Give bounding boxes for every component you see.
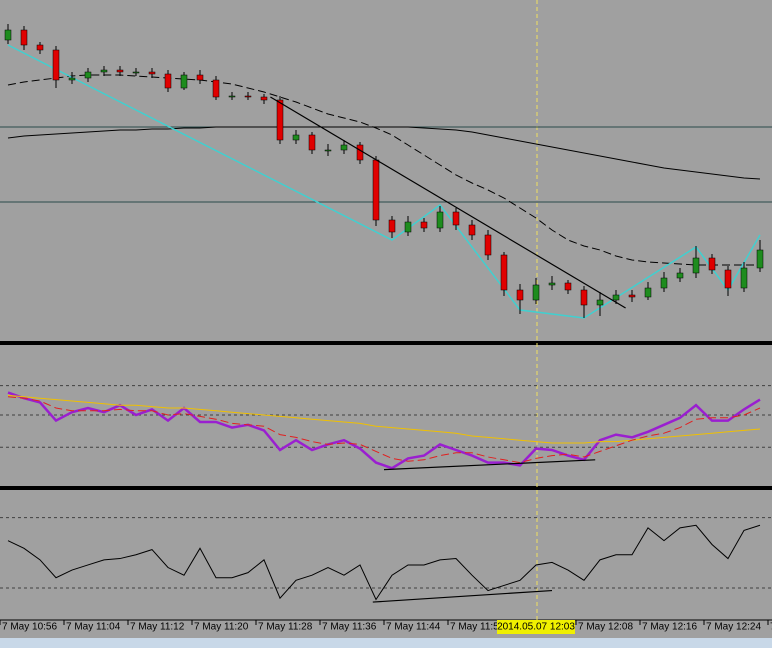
candle-body	[500, 254, 508, 291]
x-tick-label: 7 May 11:28	[258, 622, 313, 633]
x-tick-label: 7 May 11:12	[130, 622, 185, 633]
x-tick-label: 7 May 11:44	[386, 622, 441, 633]
candle-body	[548, 282, 556, 286]
indicator-line	[7, 44, 761, 319]
candle-body	[228, 95, 236, 98]
candle-body	[532, 284, 540, 301]
candle-body	[660, 277, 668, 289]
candle-body	[692, 257, 700, 274]
candle-body	[68, 77, 76, 81]
candle-body	[340, 144, 348, 151]
candle-body	[740, 267, 748, 289]
separator	[0, 341, 772, 345]
candle-body	[164, 73, 172, 89]
indicator-line	[7, 74, 760, 266]
candle-body	[100, 69, 108, 73]
candle-body	[180, 74, 188, 89]
status-strip	[0, 638, 772, 648]
candle-body	[484, 234, 492, 256]
candle-body	[308, 134, 316, 151]
candle-body	[452, 211, 460, 226]
candle-body	[132, 71, 140, 74]
indicator-line	[270, 96, 626, 309]
candle-body	[372, 159, 380, 221]
candle-body	[276, 99, 284, 141]
candle-body	[356, 144, 364, 161]
x-tick-label: 7 May 12:16	[642, 622, 697, 633]
x-tick-label: 7	[770, 622, 772, 633]
x-tick-label: 7 May 11:20	[194, 622, 249, 633]
indicator-line	[7, 126, 761, 180]
candle-body	[628, 294, 636, 298]
candle-body	[196, 74, 204, 81]
candle-body	[404, 221, 412, 233]
candle-body	[84, 71, 92, 79]
x-tick-label: 7 May 11:5	[450, 622, 499, 633]
x-tick-label: 7 May 10:56	[2, 622, 57, 633]
candle-body	[756, 249, 764, 269]
indicator-line	[7, 391, 761, 470]
candle-body	[212, 79, 220, 98]
candle-body	[564, 282, 572, 291]
candle-body	[116, 69, 124, 73]
indicator-line	[372, 589, 553, 603]
candle-body	[436, 211, 444, 229]
candle-body	[644, 287, 652, 298]
cursor-label-bg	[497, 620, 575, 634]
candle-body	[244, 95, 252, 98]
cursor-label: 2014.05.07 12:03	[497, 622, 575, 633]
candle-body	[148, 71, 156, 75]
candle-body	[388, 219, 396, 233]
indicator-line	[383, 459, 596, 471]
candle-body	[4, 29, 12, 41]
candle-body	[36, 44, 44, 51]
separator	[0, 486, 772, 490]
x-tick-label: 7 May 11:04	[66, 622, 121, 633]
candle-body	[52, 49, 60, 81]
candle-body	[468, 224, 476, 236]
indicator-line	[7, 396, 761, 464]
candle-body	[20, 29, 28, 46]
x-tick-label: 7 May 12:08	[578, 622, 633, 633]
candle-body	[260, 96, 268, 101]
candle-body	[324, 149, 332, 152]
candle-body	[596, 299, 604, 306]
candle-body	[580, 289, 588, 306]
x-tick-label: 7 May 11:36	[322, 622, 377, 633]
candle-body	[292, 134, 300, 141]
candle-body	[708, 257, 716, 271]
candle-body	[612, 294, 620, 301]
candle-body	[724, 269, 732, 289]
candle-body	[516, 289, 524, 301]
candle-body	[420, 221, 428, 229]
x-tick-label: 7 May 12:24	[706, 622, 761, 633]
indicator-line	[7, 524, 761, 601]
candle-body	[676, 272, 684, 279]
